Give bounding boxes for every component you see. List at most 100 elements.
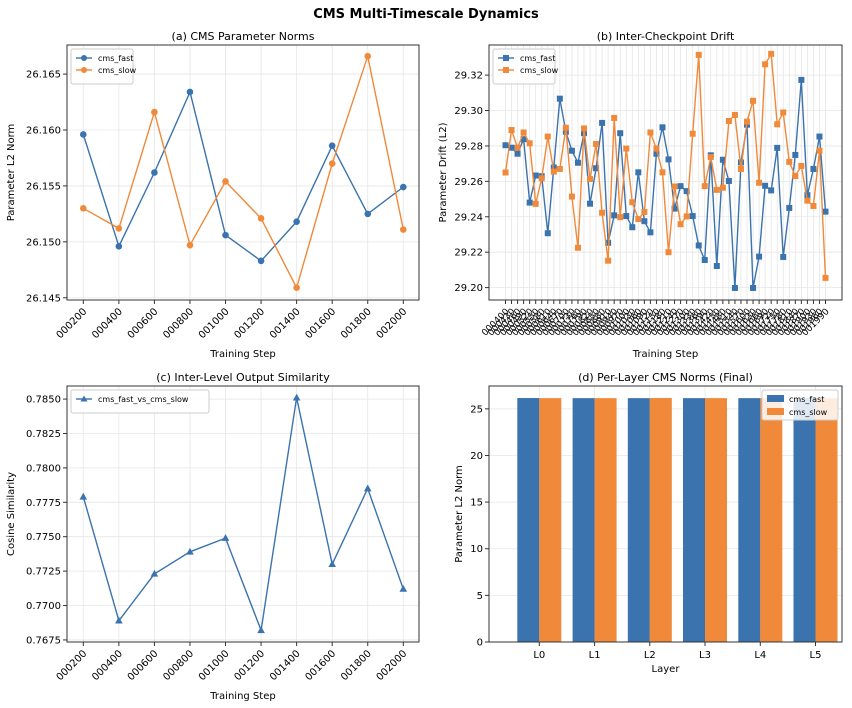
data-point-cms-slow: [756, 179, 763, 186]
x-tick-label: L2: [644, 650, 656, 661]
data-point-cms-fast: [400, 183, 407, 191]
bar-cms-slow: [594, 398, 617, 642]
data-point-cms-fast: [701, 256, 708, 263]
panel-a-parameter-norms: (a) CMS Parameter Norms 26.145 26.150 26.15…: [6, 30, 420, 360]
data-point-cms-fast-vs-cms-slow: [328, 560, 336, 568]
y-tick-label: 29.28: [454, 141, 483, 152]
data-point-cms-fast: [635, 169, 642, 176]
data-point-cms-slow: [222, 178, 229, 185]
data-point-cms-slow: [532, 200, 539, 207]
legend-swatch: [767, 395, 784, 402]
data-point-cms-fast-vs-cms-slow: [257, 626, 265, 634]
x-tick-label: 001200: [232, 648, 267, 683]
data-point-cms-slow: [665, 249, 672, 256]
y-tick-label: 25: [470, 404, 483, 415]
x-tick-label: L1: [589, 650, 601, 661]
y-tick-label: 29.32: [454, 71, 483, 82]
panel-title: (c) Inter-Level Output Similarity: [156, 371, 330, 384]
data-point-cms-slow: [550, 168, 557, 175]
axes-frame: [488, 44, 843, 301]
legend-label: cms_fast: [520, 54, 555, 63]
y-tick-label: 26.155: [26, 181, 61, 192]
x-tick-label: 001800: [339, 306, 374, 341]
y-tick-label: 15: [470, 498, 483, 509]
data-point-cms-slow: [508, 127, 515, 133]
data-point-cms-fast: [544, 230, 551, 237]
data-point-cms-slow: [635, 216, 642, 223]
x-axis-label: Training Step: [632, 349, 698, 360]
axes-frame: [66, 44, 420, 301]
data-point-cms-fast: [713, 263, 720, 269]
data-point-cms-slow: [593, 140, 600, 147]
legend: cms_fast_vs_cms_slow: [70, 389, 210, 414]
y-tick-label: 29.22: [454, 248, 483, 259]
x-tick-label: L5: [810, 650, 822, 661]
y-tick-label: 29.30: [454, 106, 483, 117]
y-tick-label: 0.7850: [26, 395, 61, 406]
data-point-cms-fast: [725, 178, 732, 184]
data-point-cms-fast: [520, 136, 527, 143]
legend-label: cms_fast: [98, 54, 133, 63]
data-point-cms-fast: [80, 131, 87, 138]
x-tick-label: L3: [699, 650, 711, 661]
legend-label: cms_slow: [98, 66, 137, 75]
data-point-cms-fast: [508, 144, 515, 151]
data-point-cms-fast: [151, 169, 158, 176]
panel-title: (b) Inter-Checkpoint Drift: [597, 30, 735, 43]
series-line-cms-slow: [82, 53, 404, 290]
y-tick-label: 0.7750: [26, 532, 61, 543]
data-point-cms-slow: [562, 124, 569, 131]
data-point-cms-fast: [587, 200, 594, 207]
bar-cms-slow: [760, 398, 783, 642]
x-tick-label: 001400: [268, 648, 303, 683]
data-point-cms-fast: [731, 284, 738, 291]
data-point-cms-fast: [115, 243, 123, 250]
data-point-cms-fast: [671, 205, 678, 212]
data-point-cms-fast: [641, 218, 648, 225]
bar-cms-fast: [517, 398, 540, 642]
data-point-cms-fast: [780, 253, 787, 260]
data-point-cms-fast: [774, 144, 781, 151]
panel-title: (a) CMS Parameter Norms: [172, 30, 315, 43]
bar-cms-fast: [683, 398, 705, 642]
data-point-cms-slow: [502, 169, 509, 176]
data-point-cms-slow: [574, 244, 581, 251]
x-axis-label: Training Step: [209, 349, 275, 360]
data-point-cms-fast: [750, 284, 757, 291]
x-tick-label: 000800: [161, 648, 196, 683]
data-point-cms-slow: [695, 51, 702, 58]
x-tick-label: 000200: [55, 648, 90, 683]
x-tick-label: 002000: [375, 648, 410, 683]
data-point-cms-slow: [719, 184, 726, 191]
x-tick-label: 000400: [90, 306, 125, 341]
data-point-cms-fast: [683, 188, 690, 195]
y-tick-label: 26.150: [26, 237, 61, 248]
data-point-cms-slow: [677, 221, 684, 228]
data-point-cms-fast: [737, 159, 744, 166]
data-point-cms-slow: [605, 257, 612, 264]
x-tick-label: L0: [533, 650, 545, 661]
legend-box: [70, 389, 210, 414]
data-point-cms-fast: [593, 165, 600, 172]
data-point-cms-slow: [556, 165, 563, 172]
data-point-cms-fast-vs-cms-slow: [292, 393, 301, 401]
y-tick-label: 0.7800: [26, 463, 61, 474]
data-point-cms-fast-vs-cms-slow: [150, 569, 159, 577]
data-point-cms-fast: [629, 224, 636, 231]
y-tick-label: 29.20: [454, 283, 483, 294]
data-point-cms-slow: [526, 140, 533, 147]
panel-title: (d) Per-Layer CMS Norms (Final): [578, 371, 753, 384]
data-point-cms-slow: [750, 97, 757, 104]
x-axis-label: Layer: [652, 664, 681, 675]
y-tick-label: 5: [477, 591, 483, 602]
data-point-cms-fast-vs-cms-slow: [186, 547, 194, 555]
legend-swatch: [767, 408, 784, 415]
panel-c-output-similarity: (c) Inter-Level Output Similarity 0.7675 0…: [6, 371, 420, 702]
data-point-cms-slow: [629, 199, 636, 206]
data-point-cms-slow: [780, 109, 787, 116]
x-tick-label: 000800: [161, 306, 196, 341]
data-point-cms-slow: [293, 284, 300, 291]
bar-cms-slow: [815, 398, 838, 642]
data-point-cms-fast: [786, 204, 793, 211]
panel-b-inter-checkpoint-drift: (b) Inter-Checkpoint Drift 29.20 29.22 29.2…: [438, 30, 843, 360]
